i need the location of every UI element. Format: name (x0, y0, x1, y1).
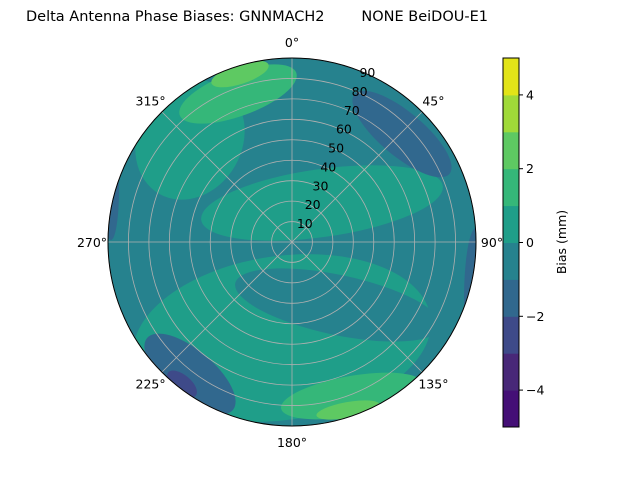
theta-tick-label: 225° (136, 376, 166, 391)
contour-region (235, 268, 441, 342)
colorbar-tick-label: −4 (526, 383, 544, 398)
polar-frame (107, 57, 477, 427)
contour-region (352, 90, 452, 178)
colorbar-tick-label: 0 (526, 235, 534, 250)
theta-tick-label: 45° (422, 94, 444, 109)
colorbar-segment (503, 94, 519, 133)
contour-region (108, 140, 119, 240)
theta-tick-label: 90° (481, 235, 503, 250)
colorbar-tick-label: 4 (526, 87, 534, 102)
colorbar-segment (503, 131, 519, 170)
r-tick-label: 20 (305, 197, 321, 212)
r-tick-label: 40 (320, 159, 336, 174)
polar-grid (107, 57, 477, 427)
contour-region (201, 165, 443, 241)
colorbar-segment (503, 316, 519, 354)
contour-region (211, 60, 269, 88)
colorbar-segment (503, 58, 519, 96)
r-tick-label: 60 (336, 122, 352, 137)
r-tick-label: 90 (359, 65, 375, 80)
theta-tick-label: 0° (285, 35, 299, 50)
contour-region (167, 370, 197, 398)
colorbar-segment (503, 205, 519, 243)
colorbar-segment (503, 353, 519, 391)
contour-region (316, 400, 380, 420)
colorbar-segment (503, 390, 519, 428)
contour-region (144, 333, 236, 415)
theta-tick-label: 180° (277, 435, 307, 450)
r-tick-label: 50 (328, 141, 344, 156)
axis-labels: 0° 45° 90° 135° 180° 225° 270° 315° 10 20 30 40 50 60… (77, 35, 503, 450)
colorbar-tick-label: −2 (526, 309, 544, 324)
colorbar-segment (503, 279, 519, 317)
r-tick-label: 70 (344, 103, 360, 118)
theta-tick-label: 315° (136, 94, 166, 109)
r-tick-label: 30 (313, 178, 329, 193)
angular-gridline (161, 111, 423, 373)
r-tick-label: 80 (352, 84, 368, 99)
colorbar-segment (503, 242, 519, 280)
colorbar: 4 2 0 −2 −4 (502, 57, 544, 428)
contour-region (179, 64, 297, 124)
colorbar-label: Bias (mm) (554, 210, 569, 274)
colorbar-segment (503, 168, 519, 207)
theta-tick-label: 270° (77, 235, 107, 250)
theta-tick-label: 135° (418, 376, 448, 391)
r-tick-label: 10 (297, 216, 313, 231)
chart-title: Delta Antenna Phase Biases: GNNMACH2 NON… (26, 9, 488, 25)
colorbar-tick-label: 2 (526, 161, 534, 176)
